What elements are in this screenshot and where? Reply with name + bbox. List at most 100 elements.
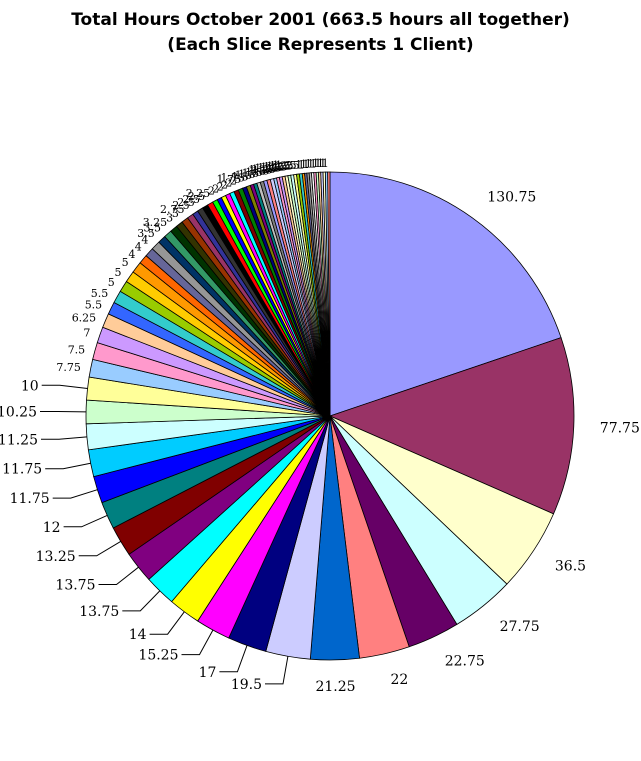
slice-label: 1.5 <box>231 170 249 183</box>
slice-label: 4 <box>141 233 148 246</box>
slice-label: 1 <box>310 157 317 170</box>
slice-label: 1 <box>300 158 307 171</box>
slice-label: 10 <box>21 378 39 394</box>
slice-label: 1.5 <box>242 167 260 180</box>
slice-label: 15.25 <box>138 648 178 664</box>
slice-label: 1 <box>305 158 312 171</box>
slice-label: 1.5 <box>238 168 256 181</box>
slice-label: 2.5 <box>172 199 190 212</box>
leader-line <box>122 590 161 612</box>
slice-label: 1.25 <box>248 164 273 177</box>
slice-label: 2 <box>217 180 224 193</box>
slice-label: 3.5 <box>144 221 162 234</box>
slice-label: 1.25 <box>251 163 276 176</box>
slice-label: 1.25 <box>275 159 300 172</box>
slice-label: 1.25 <box>263 161 288 174</box>
slice-label: 130.75 <box>487 190 536 206</box>
leader-line <box>78 540 121 557</box>
slice-label: 1 <box>319 157 326 170</box>
slice-label: 4 <box>135 241 142 254</box>
slice-label: 1.75 <box>221 172 246 185</box>
leader-line <box>181 629 214 656</box>
leader-line <box>98 566 139 585</box>
slice-label: 3 <box>172 207 179 220</box>
leader-line <box>52 489 98 499</box>
slice-label: 2 <box>212 183 219 196</box>
leader-line <box>41 384 88 389</box>
leader-line <box>45 462 91 470</box>
slice-label: 1.5 <box>245 166 263 179</box>
pie-slice <box>329 171 562 417</box>
slice-label: 1.5 <box>252 164 270 177</box>
slice-label: 2 <box>208 185 215 198</box>
leader-line <box>265 656 289 685</box>
pie-slice <box>328 337 575 515</box>
slice-label: 5 <box>122 256 129 269</box>
slice-label: 22 <box>391 672 409 688</box>
slice-label: 7.75 <box>56 361 81 374</box>
slice-label: 1 <box>303 158 310 171</box>
slice-label: 2 <box>225 177 232 190</box>
slice-label: 11.75 <box>2 462 42 478</box>
pie-slices <box>85 171 575 661</box>
slice-label: 6.25 <box>72 312 97 325</box>
slice-label: 7 <box>83 327 90 340</box>
pie-labels: 130.7577.7536.527.7522.752221.2519.51715… <box>0 157 640 695</box>
slice-label: 1 <box>295 159 302 172</box>
pie-slice <box>327 171 331 417</box>
slice-label: 2 <box>230 175 237 188</box>
slice-label: 1.25 <box>257 162 282 175</box>
slice-label: 3.25 <box>143 216 168 229</box>
slice-label: 2.25 <box>186 187 211 200</box>
slice-label: 1.25 <box>254 162 279 175</box>
slice-label: 21.25 <box>315 679 355 695</box>
slice-label: 2 <box>221 178 228 191</box>
slice-label: 11.25 <box>0 432 38 448</box>
slice-label: 2.5 <box>183 193 201 206</box>
leader-line <box>149 611 185 635</box>
slice-label: 14 <box>129 627 147 643</box>
slice-label: 1 <box>315 157 322 170</box>
slice-label: 2.5 <box>177 196 195 209</box>
slice-label: 13.75 <box>79 604 119 620</box>
slice-label: 5 <box>108 276 115 289</box>
slice-label: 5.5 <box>91 287 109 300</box>
slice-label: 1 <box>322 157 329 170</box>
slice-label: 17 <box>199 665 217 681</box>
slice-label: 1.75 <box>217 173 242 186</box>
slice-label: 3.5 <box>137 227 155 240</box>
slice-label: 2.75 <box>160 203 185 216</box>
slice-label: 2.5 <box>188 190 206 203</box>
slice-label: 3 <box>166 211 173 224</box>
slice-label: 36.5 <box>555 558 586 574</box>
slice-label: 1 <box>298 158 305 171</box>
chart-subtitle: (Each Slice Represents 1 Client) <box>167 35 474 55</box>
slice-label: 13.25 <box>36 549 76 565</box>
leader-line <box>41 436 87 440</box>
slice-label: 4 <box>128 248 135 261</box>
slice-label: 1.25 <box>266 160 291 173</box>
slice-label: 1.5 <box>235 169 253 182</box>
leader-line <box>63 514 108 528</box>
slice-label: 1.5 <box>249 165 267 178</box>
slice-label: 1 <box>312 157 319 170</box>
slice-label: 12 <box>43 520 61 536</box>
chart-title: Total Hours October 2001 (663.5 hours al… <box>71 10 570 30</box>
slice-label: 5.5 <box>85 299 103 312</box>
slice-label: 11.75 <box>10 491 50 507</box>
slice-label: 22.75 <box>445 653 485 669</box>
slice-label: 1.25 <box>272 159 297 172</box>
slice-label: 1.25 <box>260 161 285 174</box>
leader-line <box>219 645 248 673</box>
slice-label: 5 <box>115 266 122 279</box>
slice-label: 1 <box>307 158 314 171</box>
slice-label: 27.75 <box>500 619 540 635</box>
slice-label: 10.25 <box>0 405 37 421</box>
slice-label: 77.75 <box>600 421 640 437</box>
slice-label: 1.25 <box>269 160 294 173</box>
slice-label: 19.5 <box>231 677 262 693</box>
slice-label: 13.75 <box>55 578 95 594</box>
slice-label: 1 <box>317 157 324 170</box>
slice-label: 7.5 <box>68 343 86 356</box>
